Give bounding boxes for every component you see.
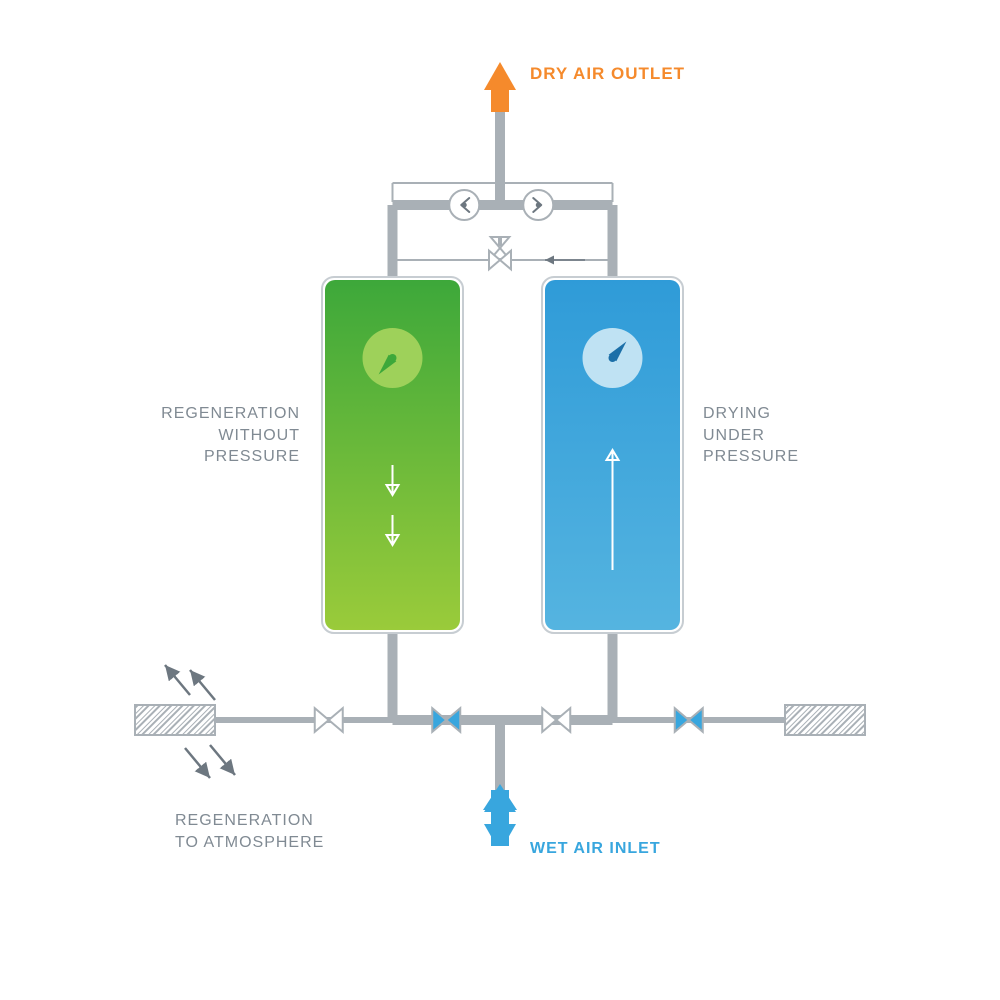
atmosphere-label: REGENERATION TO ATMOSPHERE bbox=[175, 810, 395, 853]
right-tank-label: DRYING UNDER PRESSURE bbox=[703, 403, 883, 468]
left-tank-label: REGENERATION WITHOUT PRESSURE bbox=[120, 403, 300, 468]
wet-air-inlet-label: WET AIR INLET bbox=[530, 840, 661, 858]
dry-air-outlet-label: DRY AIR OUTLET bbox=[530, 64, 685, 84]
air-dryer-diagram bbox=[0, 0, 1000, 1000]
